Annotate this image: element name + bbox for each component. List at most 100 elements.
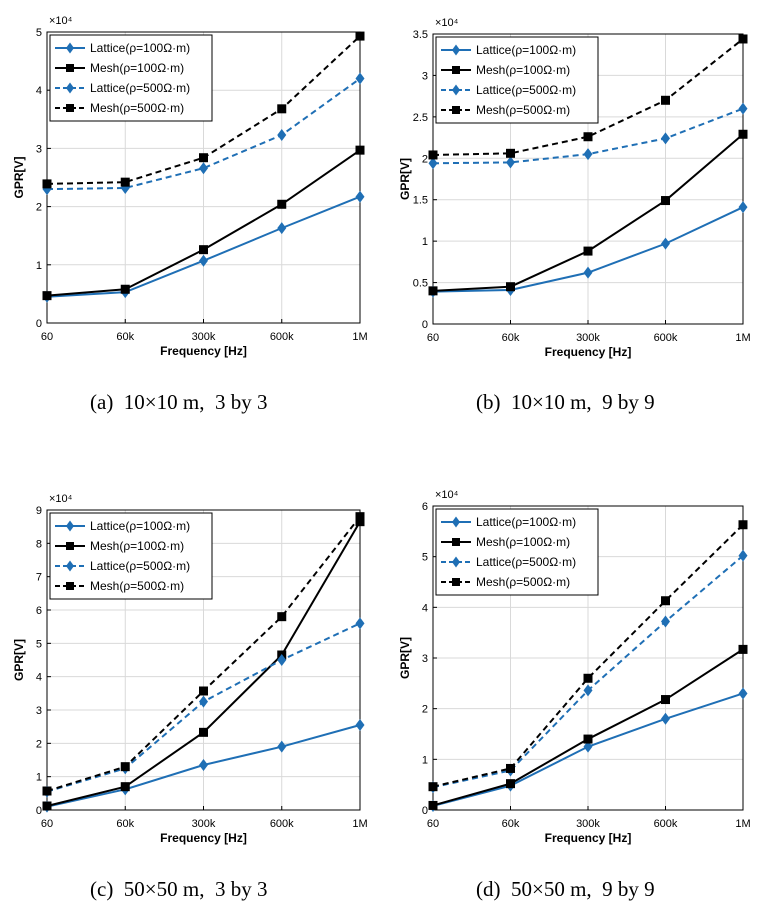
data-point: [199, 759, 208, 771]
data-point: [42, 179, 52, 189]
x-tick-label: 1M: [352, 331, 367, 343]
x-tick-label: 1M: [735, 818, 750, 830]
legend-marker: [452, 106, 460, 114]
legend-label: Lattice(ρ=100Ω·m): [476, 515, 576, 529]
data-point: [661, 615, 670, 628]
legend: Lattice(ρ=100Ω·m) Mesh(ρ=100Ω·m) Lattice(ρ…: [435, 36, 599, 124]
data-point: [199, 254, 208, 267]
y-tick-label: 2: [422, 153, 428, 165]
series-3: [428, 102, 748, 170]
series-line: [432, 524, 744, 788]
legend-label: Lattice(ρ=500Ω·m): [476, 83, 576, 97]
data-point: [277, 129, 287, 142]
series-4: [428, 520, 748, 792]
legend-label: Lattice(ρ=100Ω·m): [90, 519, 190, 533]
x-axis-label: Frequency [Hz]: [545, 831, 632, 845]
data-point: [355, 190, 365, 203]
data-point: [661, 132, 670, 145]
series-4: [42, 31, 365, 189]
y-tick-label: 1: [36, 260, 42, 272]
y-tick-label: 3: [36, 143, 42, 155]
legend-box: [49, 512, 213, 600]
legend-label: Mesh(ρ=500Ω·m): [476, 103, 570, 117]
legend-marker: [66, 64, 74, 72]
data-point: [661, 695, 670, 705]
y-tick-label: 5: [36, 638, 42, 650]
chart-b: 0 0.5 1 1.5 2 2.5 3 3.5 60 60k 300k 600k 1M ×10⁴ Frequ…: [398, 17, 751, 359]
caption-b: (b) 10×10 m, 9 by 9: [476, 390, 655, 414]
legend-label: Mesh(ρ=100Ω·m): [476, 63, 570, 77]
y-tick-label: 0: [36, 318, 42, 330]
x-tick-label: 60k: [502, 332, 520, 344]
x-tick-label: 600k: [654, 332, 678, 344]
data-point: [120, 782, 130, 792]
y-tick-label: 1: [422, 754, 428, 766]
legend-box: [435, 36, 599, 124]
data-point: [355, 145, 365, 155]
data-point: [42, 786, 52, 796]
y-axis-label: GPR[V]: [398, 158, 412, 200]
legend-box: [49, 34, 213, 122]
series-4: [428, 34, 748, 160]
legend-label: Lattice(ρ=100Ω·m): [476, 43, 576, 57]
y-tick-label: 3.5: [413, 29, 428, 41]
data-point: [199, 686, 208, 696]
data-point: [428, 800, 438, 810]
data-point: [120, 284, 130, 294]
data-point: [506, 148, 515, 158]
legend-label: Mesh(ρ=500Ω·m): [90, 101, 184, 115]
x-tick-label: 600k: [270, 818, 294, 830]
legend-marker: [66, 82, 74, 94]
chart-d: 0 1 2 3 4 5 6 60 60k 300k 600k 1M ×10⁴ Frequency [Hz]…: [398, 489, 751, 845]
y-tick-label: 7: [36, 572, 42, 584]
series-2: [428, 129, 748, 296]
data-point: [199, 695, 208, 708]
data-point: [738, 644, 748, 654]
data-point: [277, 222, 287, 235]
x-tick-label: 60k: [116, 331, 134, 343]
y-axis-label: GPR[V]: [12, 639, 26, 681]
x-tick-label: 1M: [352, 818, 367, 830]
data-point: [355, 512, 365, 522]
data-point: [428, 157, 438, 170]
data-point: [583, 266, 593, 279]
data-point: [199, 162, 208, 175]
y-tick-label: 3: [422, 70, 428, 82]
series-line: [46, 77, 361, 191]
data-point: [661, 712, 670, 725]
legend-marker: [66, 582, 74, 590]
data-point: [583, 132, 593, 142]
legend-marker: [452, 516, 460, 528]
chart-a: 0 1 2 3 4 5 60 60k 300k 600k 1M ×10⁴ Frequency [Hz] G…: [12, 15, 368, 358]
data-point: [506, 779, 515, 789]
legend: Lattice(ρ=100Ω·m) Mesh(ρ=100Ω·m) Lattice(ρ…: [49, 512, 213, 600]
data-point: [583, 734, 593, 744]
y-tick-label: 0: [422, 319, 428, 331]
data-point: [661, 196, 670, 206]
y-axis-label: GPR[V]: [12, 156, 26, 198]
data-point: [661, 95, 670, 105]
y-tick-label: 0: [36, 805, 42, 817]
legend-label: Mesh(ρ=100Ω·m): [90, 539, 184, 553]
y-tick-label: 1: [36, 772, 42, 784]
data-point: [355, 72, 365, 85]
x-tick-label: 300k: [576, 332, 600, 344]
data-point: [738, 34, 748, 44]
legend-marker: [66, 104, 74, 112]
x-tick-label: 600k: [270, 331, 294, 343]
series-2: [42, 145, 365, 301]
y-tick-label: 0: [422, 805, 428, 817]
x-tick-label: 600k: [654, 818, 678, 830]
legend-marker: [452, 556, 460, 568]
x-tick-label: 60: [427, 332, 439, 344]
x-tick-label: 1M: [735, 332, 750, 344]
data-point: [738, 201, 748, 214]
series-line: [432, 38, 744, 156]
data-point: [506, 763, 515, 773]
y-tick-label: 6: [422, 501, 428, 513]
legend-box: [435, 508, 599, 596]
data-point: [199, 727, 208, 737]
legend: Lattice(ρ=100Ω·m) Mesh(ρ=100Ω·m) Lattice(ρ…: [435, 508, 599, 596]
legend-marker: [66, 560, 74, 572]
data-point: [428, 782, 438, 792]
